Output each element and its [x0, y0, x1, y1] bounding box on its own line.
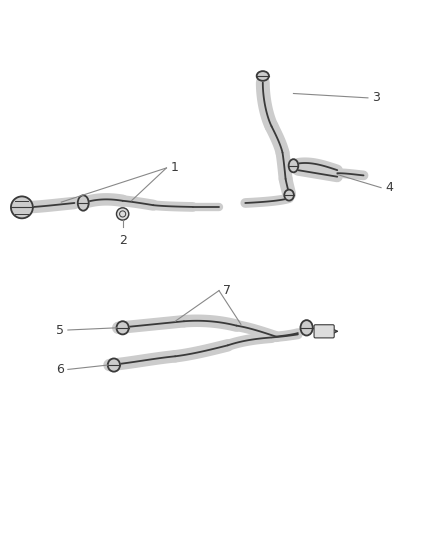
Text: 6: 6: [56, 363, 64, 376]
Text: 5: 5: [56, 324, 64, 336]
Text: 4: 4: [385, 181, 393, 194]
Text: 7: 7: [223, 284, 231, 297]
Ellipse shape: [117, 321, 129, 334]
Circle shape: [11, 197, 33, 219]
FancyBboxPatch shape: [314, 325, 334, 338]
Ellipse shape: [78, 195, 88, 211]
Ellipse shape: [284, 190, 294, 200]
Text: 1: 1: [171, 161, 179, 174]
Ellipse shape: [300, 320, 313, 335]
Text: 2: 2: [119, 233, 127, 247]
Ellipse shape: [108, 359, 120, 372]
Ellipse shape: [289, 159, 298, 172]
Text: 3: 3: [372, 91, 380, 104]
Circle shape: [117, 208, 129, 220]
Ellipse shape: [257, 71, 269, 81]
